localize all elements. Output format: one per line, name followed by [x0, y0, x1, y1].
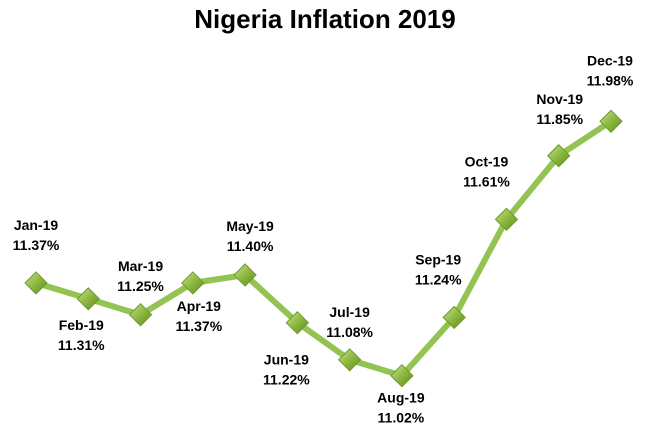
chart-title: Nigeria Inflation 2019: [194, 4, 456, 34]
category-label: Feb-19: [59, 317, 104, 333]
data-point-oct-19: [494, 207, 519, 232]
category-label: May-19: [226, 218, 274, 234]
data-point-apr-19: [181, 271, 205, 295]
value-label: 11.24%: [415, 271, 462, 287]
data-point-feb-19: [76, 287, 100, 311]
category-label: Apr-19: [177, 298, 222, 314]
category-label: Nov-19: [536, 91, 583, 107]
data-point-sep-19: [442, 305, 466, 330]
series-line: [33, 118, 614, 379]
value-label: 11.61%: [463, 173, 510, 189]
category-label: Aug-19: [377, 390, 425, 406]
category-label: Oct-19: [465, 153, 509, 169]
category-label: Dec-19: [587, 52, 633, 68]
category-label: Jan-19: [14, 217, 59, 233]
data-point-jan-19: [24, 271, 48, 295]
value-label: 11.85%: [536, 111, 583, 127]
category-label: Jun-19: [264, 352, 309, 368]
data-point-may-19: [233, 263, 257, 287]
category-label: Mar-19: [118, 258, 163, 274]
data-point-aug-19: [390, 363, 414, 388]
value-label: 11.02%: [378, 410, 425, 426]
value-label: 11.37%: [175, 318, 222, 334]
value-label: 11.25%: [117, 278, 164, 294]
data-point-jul-19: [337, 348, 362, 372]
value-label: 11.22%: [263, 372, 310, 388]
value-label: 11.98%: [587, 72, 634, 88]
value-label: 11.37%: [13, 237, 60, 253]
value-label: 11.40%: [227, 238, 274, 254]
category-label: Jul-19: [329, 304, 370, 320]
data-point-mar-19: [128, 303, 153, 327]
data-point-dec-19: [599, 109, 623, 134]
data-point-nov-19: [547, 144, 571, 168]
value-label: 11.31%: [58, 337, 105, 353]
category-label: Sep-19: [415, 251, 461, 267]
value-label: 11.08%: [326, 324, 373, 340]
data-point-jun-19: [285, 310, 310, 335]
